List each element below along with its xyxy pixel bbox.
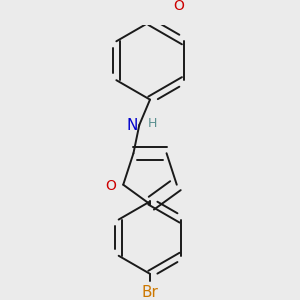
Text: O: O [106, 179, 116, 193]
Text: Br: Br [142, 285, 158, 300]
Text: N: N [127, 118, 138, 133]
Text: O: O [173, 0, 184, 13]
Text: H: H [147, 117, 157, 130]
